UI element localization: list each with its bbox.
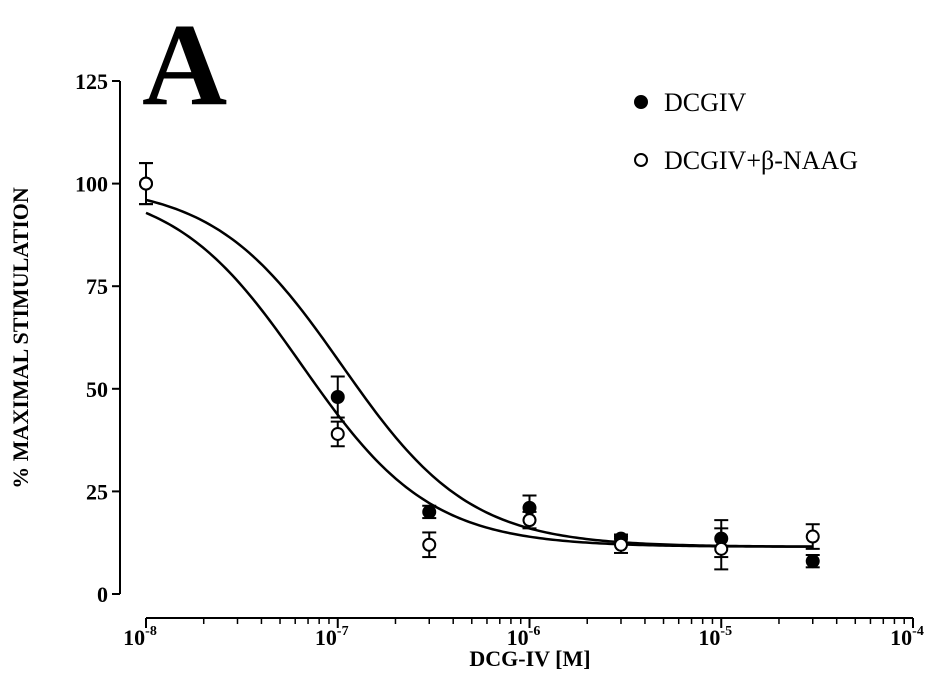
data-point-open <box>714 541 729 556</box>
x-axis-title: DCG-IV [M] <box>469 646 590 671</box>
y-tick-label: 0 <box>97 582 108 607</box>
y-axis-title: % MAXIMAL STIMULATION <box>8 187 33 489</box>
legend-label-dcgiv-naag: DCGIV+β-NAAG <box>664 146 858 175</box>
data-point-open <box>422 537 437 552</box>
x-tick-label: 10-7 <box>315 624 349 650</box>
y-tick-label: 125 <box>75 69 108 94</box>
data-point-open <box>139 176 153 191</box>
data-point-filled <box>805 554 820 569</box>
y-tick-label: 50 <box>86 377 108 402</box>
x-ticks: 10-8 10-7 10-6 10-5 10-4 <box>123 618 924 650</box>
data-point-filled <box>422 504 437 519</box>
fit-curve-series-1 <box>145 211 813 548</box>
legend-marker-dcgiv <box>634 95 648 109</box>
data-point-open <box>805 529 820 544</box>
x-tick-label: 10-5 <box>698 624 732 650</box>
data-point-open <box>613 537 628 552</box>
legend-label-dcgiv: DCGIV <box>664 88 747 117</box>
data-point-open <box>330 426 345 441</box>
y-tick-label: 75 <box>86 274 108 299</box>
x-tick-label: 10-8 <box>123 624 157 650</box>
legend-marker-dcgiv-naag <box>634 153 648 167</box>
data-point-filled <box>330 390 345 405</box>
legend: DCGIV DCGIV+β-NAAG <box>634 88 858 175</box>
y-tick-label: 100 <box>75 172 108 197</box>
x-tick-label: 10-6 <box>507 624 541 650</box>
fit-curve-series-0 <box>145 198 813 548</box>
fit-curves <box>145 198 813 548</box>
panel-label: A <box>142 0 227 130</box>
data-point-open <box>522 513 537 528</box>
y-tick-label: 25 <box>86 479 108 504</box>
y-ticks: 0 25 50 75 100 125 <box>75 69 120 607</box>
x-tick-label: 10-4 <box>890 624 924 650</box>
data-markers <box>139 162 820 571</box>
